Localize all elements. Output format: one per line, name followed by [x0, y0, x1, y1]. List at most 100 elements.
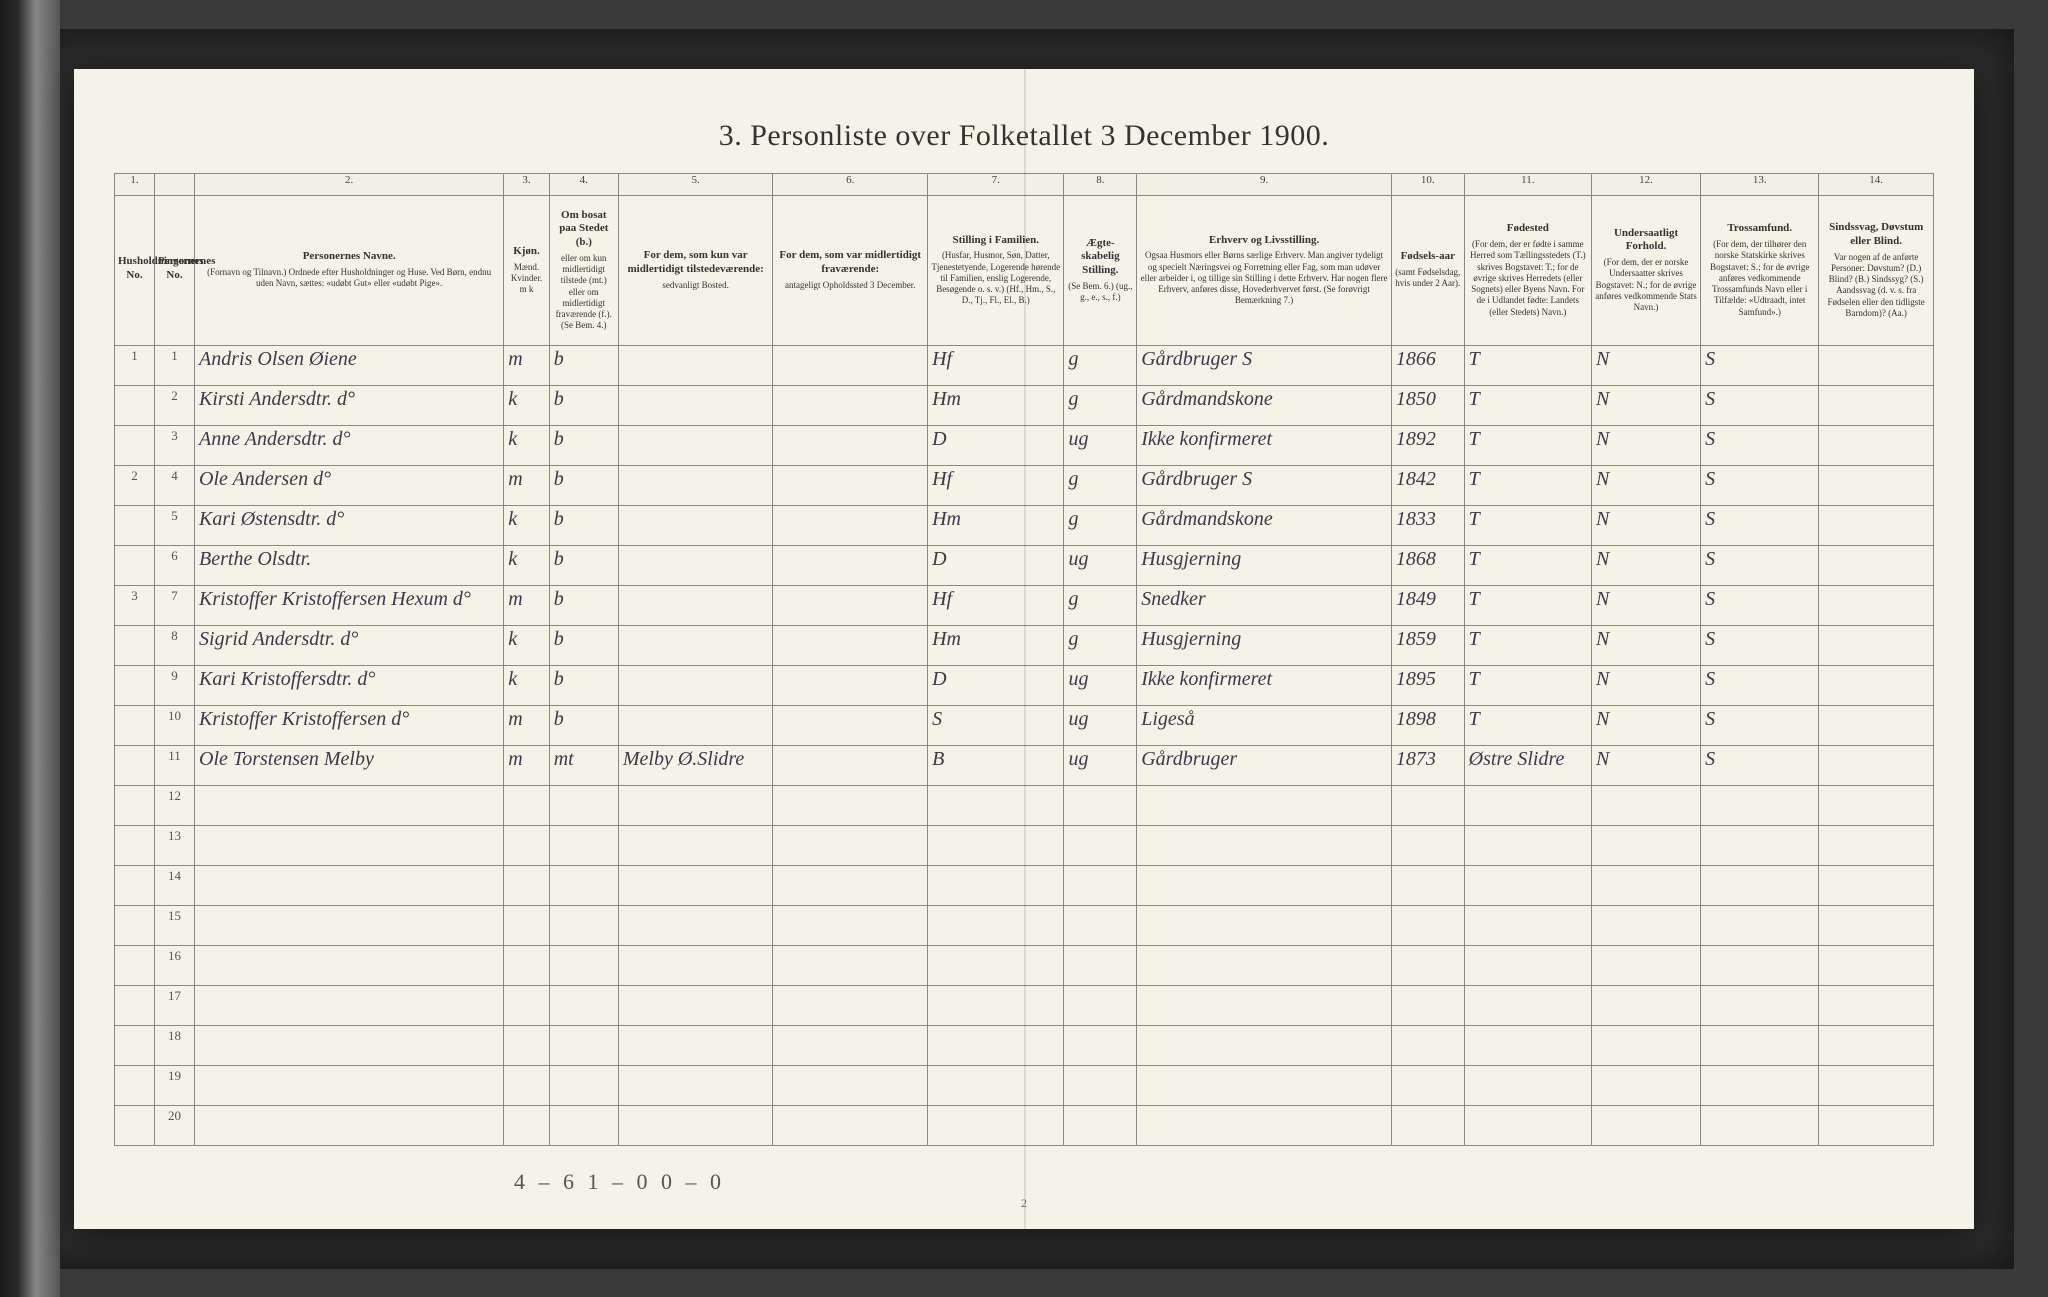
cell-empty — [1064, 785, 1137, 825]
cell-empty — [618, 1065, 773, 1105]
cell-name: Kristoffer Kristoffersen d° — [195, 705, 504, 745]
cell-c6 — [773, 585, 928, 625]
cell-empty — [773, 945, 928, 985]
cell-c6 — [773, 745, 928, 785]
cell-empty — [773, 865, 928, 905]
cell-pn: 2 — [155, 385, 195, 425]
column-header: Fødsels-aar(samt Fødselsdag, hvis under … — [1391, 195, 1464, 345]
cell-name: Sigrid Andersdtr. d° — [195, 625, 504, 665]
cell-name: Kari Østensdtr. d° — [195, 505, 504, 545]
column-number: 1. — [115, 173, 155, 195]
cell-c6 — [773, 345, 928, 385]
cell-born: T — [1464, 625, 1591, 665]
cell-empty: 18 — [155, 1025, 195, 1065]
cell-pn: 7 — [155, 585, 195, 625]
cell-empty — [195, 905, 504, 945]
cell-empty: 17 — [155, 985, 195, 1025]
cell-empty — [773, 785, 928, 825]
cell-fam: S — [928, 705, 1064, 745]
cell-empty — [1064, 945, 1137, 985]
cell-occ: Ikke konfirmeret — [1137, 665, 1392, 705]
cell-empty — [1819, 785, 1934, 825]
column-number: 3. — [504, 173, 549, 195]
column-header: Erhverv og Livsstilling.Ogsaa Husmors el… — [1137, 195, 1392, 345]
cell-res: b — [549, 505, 618, 545]
column-header: Personernes No. — [155, 195, 195, 345]
cell-mar: g — [1064, 385, 1137, 425]
cell-empty: 14 — [155, 865, 195, 905]
cell-born: T — [1464, 545, 1591, 585]
cell-year: 1873 — [1391, 745, 1464, 785]
cell-empty — [1591, 945, 1700, 985]
cell-empty — [1464, 785, 1591, 825]
cell-empty — [1391, 1105, 1464, 1145]
cell-empty — [195, 865, 504, 905]
cell-empty — [1391, 825, 1464, 865]
cell-fam: Hf — [928, 585, 1064, 625]
cell-c5 — [618, 345, 773, 385]
cell-empty — [115, 945, 155, 985]
cell-rel: S — [1701, 745, 1819, 785]
cell-empty — [1819, 905, 1934, 945]
cell-empty — [1464, 945, 1591, 985]
cell-empty — [549, 945, 618, 985]
printed-page-number: 2 — [1021, 1196, 1027, 1211]
cell-born: T — [1464, 585, 1591, 625]
column-header: Undersaatligt Forhold.(For dem, der er n… — [1591, 195, 1700, 345]
cell-empty — [1464, 1105, 1591, 1145]
cell-empty — [504, 785, 549, 825]
table-row: 9Kari Kristoffersdtr. d°kbDugIkke konfir… — [115, 665, 1934, 705]
cell-year: 1866 — [1391, 345, 1464, 385]
cell-nat: N — [1591, 745, 1700, 785]
cell-c14 — [1819, 385, 1934, 425]
cell-occ: Gårdmandskone — [1137, 505, 1392, 545]
cell-mar: ug — [1064, 545, 1137, 585]
cell-empty — [1464, 825, 1591, 865]
cell-c14 — [1819, 665, 1934, 705]
cell-empty — [549, 905, 618, 945]
cell-rel: S — [1701, 545, 1819, 585]
cell-c6 — [773, 385, 928, 425]
cell-c14 — [1819, 465, 1934, 505]
cell-year: 1892 — [1391, 425, 1464, 465]
cell-c6 — [773, 665, 928, 705]
cell-c14 — [1819, 345, 1934, 385]
table-row-empty: 14 — [115, 865, 1934, 905]
cell-name: Kirsti Andersdtr. d° — [195, 385, 504, 425]
table-row: 2Kirsti Andersdtr. d°kbHmgGårdmandskone1… — [115, 385, 1934, 425]
cell-rel: S — [1701, 465, 1819, 505]
cell-nat: N — [1591, 505, 1700, 545]
cell-empty — [618, 1025, 773, 1065]
cell-hh: 1 — [115, 345, 155, 385]
cell-mar: g — [1064, 625, 1137, 665]
cell-sex: k — [504, 505, 549, 545]
cell-res: b — [549, 385, 618, 425]
cell-born: T — [1464, 425, 1591, 465]
column-header: Om bosat paa Stedet (b.)eller om kun mid… — [549, 195, 618, 345]
cell-empty — [618, 945, 773, 985]
cell-pn: 1 — [155, 345, 195, 385]
cell-pn: 4 — [155, 465, 195, 505]
cell-empty — [504, 945, 549, 985]
cell-empty — [549, 1065, 618, 1105]
cell-sex: m — [504, 585, 549, 625]
cell-year: 1895 — [1391, 665, 1464, 705]
cell-empty — [1591, 985, 1700, 1025]
cell-empty: 12 — [155, 785, 195, 825]
cell-empty — [504, 905, 549, 945]
column-header: Trossamfund.(For dem, der tilhører den n… — [1701, 195, 1819, 345]
cell-empty — [1591, 1025, 1700, 1065]
cell-empty — [1591, 865, 1700, 905]
cell-c14 — [1819, 545, 1934, 585]
cell-c14 — [1819, 505, 1934, 545]
table-row: 5Kari Østensdtr. d°kbHmgGårdmandskone183… — [115, 505, 1934, 545]
cell-mar: ug — [1064, 705, 1137, 745]
cell-empty — [1137, 985, 1392, 1025]
cell-nat: N — [1591, 345, 1700, 385]
cell-mar: ug — [1064, 425, 1137, 465]
cell-empty: 19 — [155, 1065, 195, 1105]
cell-c5: Melby Ø.Slidre — [618, 745, 773, 785]
column-number: 5. — [618, 173, 773, 195]
cell-empty — [1464, 1025, 1591, 1065]
cell-empty — [115, 785, 155, 825]
